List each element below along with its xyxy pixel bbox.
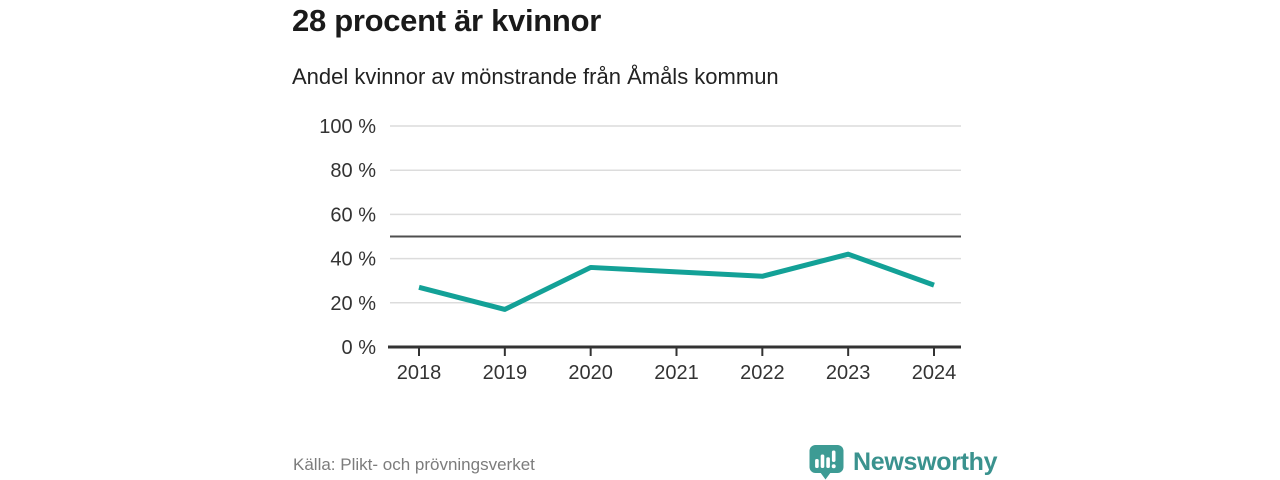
y-tick-label: 0 % [342,337,377,359]
y-tick-label: 40 % [330,249,376,271]
x-tick-label: 2020 [568,362,613,384]
newsworthy-logo-icon [809,445,844,480]
x-tick-label: 2021 [654,362,699,384]
chart-subtitle: Andel kvinnor av mönstrande från Åmåls k… [292,64,779,89]
x-tick-label: 2018 [397,362,442,384]
y-tick-label: 100 % [319,116,376,138]
brand-name: Newsworthy [853,447,998,476]
x-tick-label: 2019 [483,362,528,384]
source-note: Källa: Plikt- och prövningsverket [293,455,535,474]
chart-title: 28 procent är kvinnor [292,3,601,38]
brand-logo: Newsworthy [808,444,998,480]
y-tick-label: 80 % [330,160,376,182]
data-line-series [418,251,935,312]
y-tick-label: 20 % [330,293,376,315]
x-tick-label: 2022 [740,362,785,384]
y-tick-label: 60 % [330,204,376,226]
x-tick-label: 2024 [912,362,957,384]
x-tick-label: 2023 [826,362,871,384]
